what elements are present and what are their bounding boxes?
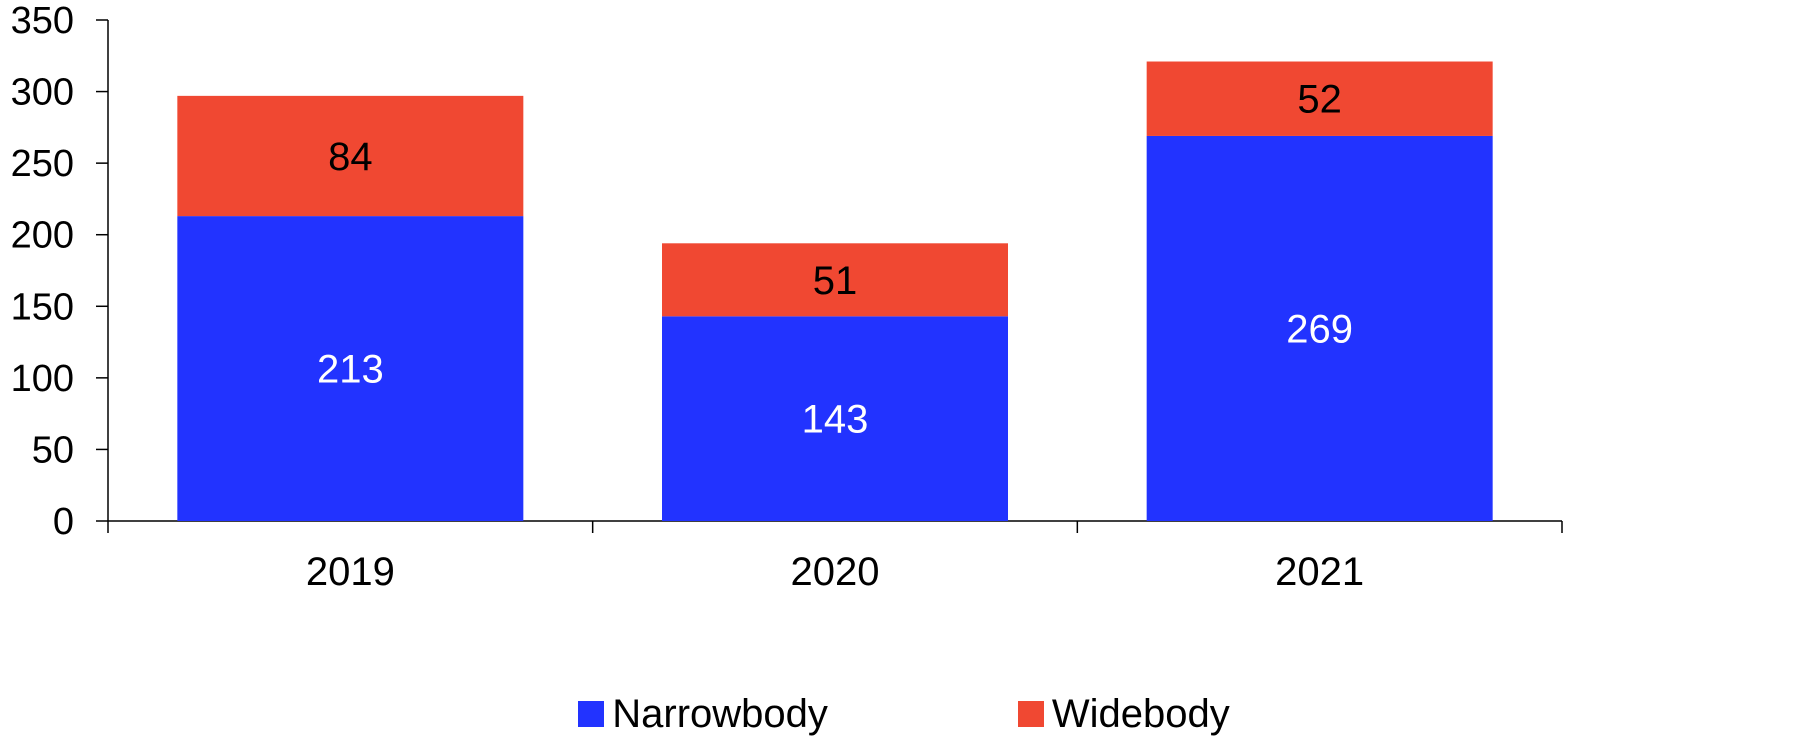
data-label-narrowbody-2019: 213	[317, 348, 384, 392]
x-category-label: 2021	[1275, 550, 1364, 594]
bar-widebody-2020	[662, 243, 1008, 317]
legend-swatch-narrowbody	[578, 701, 605, 727]
bars	[177, 61, 1493, 521]
y-tick-label: 250	[11, 143, 74, 185]
bar-narrowbody-2021	[1146, 135, 1493, 521]
legend-label-widebody: Widebody	[1051, 691, 1230, 736]
y-tick-label: 300	[11, 72, 74, 114]
y-tick-label: 100	[11, 358, 74, 400]
y-tick-label: 50	[32, 429, 74, 471]
legend-label-narrowbody: Narrowbody	[612, 691, 828, 736]
data-label-widebody-2021: 52	[1297, 78, 1342, 122]
bar-widebody-2019	[177, 95, 524, 217]
x-axis: 2019 2020 2021	[107, 520, 1563, 594]
legend-item-widebody: Widebody	[1017, 691, 1230, 737]
y-tick-label: 200	[11, 215, 74, 257]
y-tick-label: 150	[11, 286, 74, 328]
x-category-label: 2019	[306, 550, 395, 594]
x-category-label: 2020	[791, 550, 880, 594]
y-tick-label: 0	[53, 501, 74, 543]
data-label-narrowbody-2020: 143	[802, 398, 869, 442]
bar-narrowbody-2020	[662, 316, 1008, 521]
stacked-bar-chart: 0 50 100 150 200 250 300 350 2019 2020 2021 213 84…	[11, 0, 1563, 594]
bar-narrowbody-2019	[177, 216, 524, 521]
data-label-widebody-2019: 84	[328, 135, 373, 179]
data-label-widebody-2020: 51	[813, 259, 858, 303]
data-label-narrowbody-2021: 269	[1286, 307, 1353, 351]
data-labels: 213 84 143 51 269 52	[317, 78, 1353, 442]
legend-item-narrowbody: Narrowbody	[578, 692, 828, 737]
legend-swatch-widebody	[1017, 701, 1044, 727]
bar-widebody-2021	[1146, 61, 1493, 136]
y-tick-label: 350	[11, 0, 74, 42]
legend: Narrowbody Widebody	[0, 690, 1808, 738]
y-axis: 0 50 100 150 200 250 300 350	[11, 0, 109, 543]
